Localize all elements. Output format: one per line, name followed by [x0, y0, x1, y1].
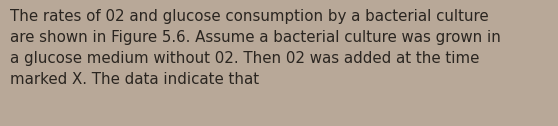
Text: The rates of 02 and glucose consumption by a bacterial culture
are shown in Figu: The rates of 02 and glucose consumption …: [10, 9, 501, 87]
